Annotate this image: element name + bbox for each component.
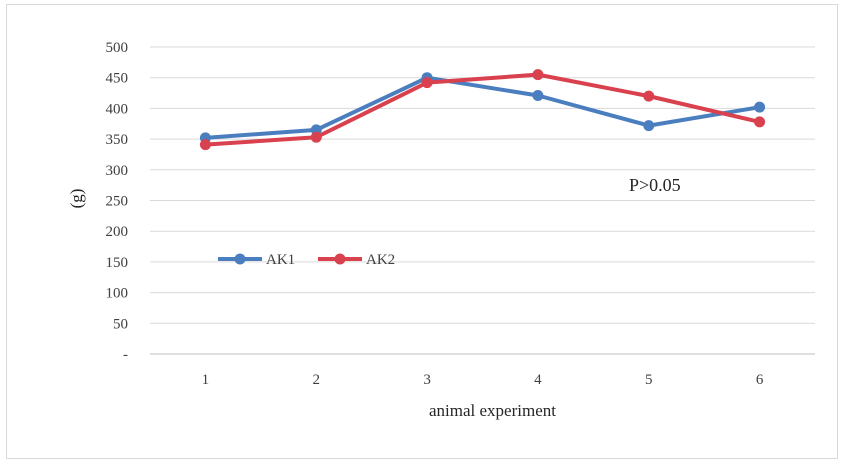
legend-label: AK1 bbox=[266, 252, 295, 268]
data-point-ak2 bbox=[643, 90, 655, 102]
y-tick-label: 200 bbox=[106, 224, 129, 240]
y-tick-label: 250 bbox=[106, 194, 129, 210]
y-tick-labels: - 50 100 150 200 250 300 350 400 450 500 bbox=[106, 40, 129, 363]
data-point-ak2 bbox=[754, 116, 766, 128]
y-tick-label: 400 bbox=[106, 101, 129, 117]
series-ak1 bbox=[199, 72, 766, 144]
data-point-ak1 bbox=[643, 120, 655, 132]
x-tick-label: 6 bbox=[756, 372, 764, 388]
data-point-ak2 bbox=[532, 69, 544, 81]
series-line-ak2 bbox=[205, 72, 761, 147]
series-line-ak1 bbox=[205, 75, 760, 140]
x-tick-label: 4 bbox=[534, 372, 542, 388]
y-tick-label: 500 bbox=[106, 40, 129, 56]
y-tick-label: 300 bbox=[106, 163, 129, 179]
x-axis-title: animal experiment bbox=[429, 401, 556, 420]
legend-label: AK2 bbox=[366, 252, 395, 268]
gridlines bbox=[150, 46, 815, 355]
legend-swatch-marker bbox=[234, 253, 246, 265]
legend: AK1 AK2 bbox=[218, 252, 395, 268]
series-group bbox=[199, 69, 766, 151]
y-tick-label: 50 bbox=[113, 316, 128, 332]
x-tick-label: 2 bbox=[313, 372, 321, 388]
x-tick-labels: 1 2 3 4 5 6 bbox=[202, 372, 764, 388]
x-tick-label: 5 bbox=[645, 372, 653, 388]
y-tick-label: 150 bbox=[106, 255, 129, 271]
data-point-ak1 bbox=[532, 90, 544, 102]
x-tick-label: 1 bbox=[202, 372, 210, 388]
series-ak2 bbox=[199, 69, 766, 151]
x-tick-label: 3 bbox=[423, 372, 431, 388]
data-point-ak1 bbox=[754, 101, 766, 113]
data-point-ak2 bbox=[421, 77, 433, 89]
data-point-ak2 bbox=[199, 139, 211, 151]
legend-swatch-marker bbox=[334, 253, 346, 265]
data-point-ak2 bbox=[310, 131, 322, 143]
y-tick-label: 450 bbox=[106, 71, 129, 87]
y-tick-label: 350 bbox=[106, 132, 129, 148]
y-tick-label: - bbox=[123, 347, 128, 363]
significance-annotation: P>0.05 bbox=[629, 175, 681, 195]
y-tick-label: 100 bbox=[106, 286, 129, 302]
y-axis-title: (g) bbox=[67, 189, 86, 209]
